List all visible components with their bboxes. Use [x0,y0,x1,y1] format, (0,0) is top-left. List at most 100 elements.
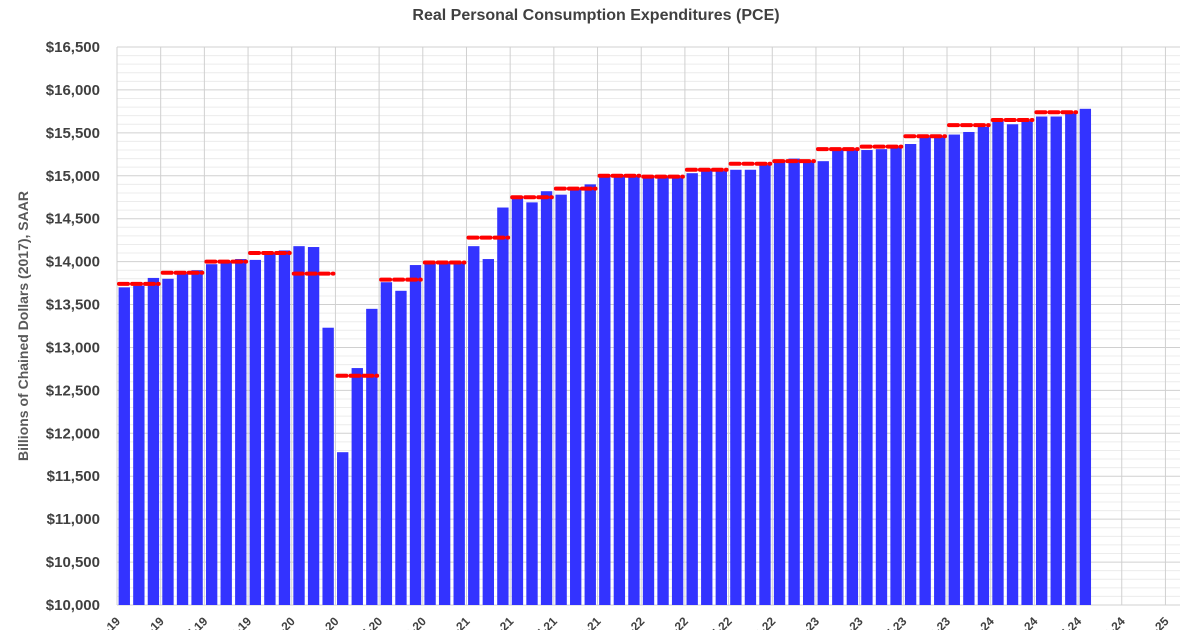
x-tick-label: Oct-20 [393,614,430,630]
pce-bar [307,247,320,605]
pce-bar [424,262,436,605]
pce-bar [133,285,145,605]
y-tick-label: $14,000 [46,254,100,271]
pce-bar [482,259,495,605]
x-tick-label: Jan-19 [86,614,123,630]
y-tick-label: $10,500 [46,554,100,571]
x-tick-label: Jul-21 [526,614,561,630]
x-tick-label: Oct-21 [567,614,604,630]
pce-bar [468,246,480,605]
x-tick-label: Oct-23 [917,614,954,630]
y-tick-label: $16,000 [46,82,100,99]
pce-bar [351,368,363,605]
pce-bar [162,278,174,605]
x-tick-label: Apr-24 [1004,614,1041,630]
pce-bar [861,150,873,605]
y-tick-label: $16,500 [46,39,100,56]
quarterly-average-lines [117,110,1079,378]
pce-bar [730,169,742,605]
pce-bar [322,327,334,605]
y-tick-label: $11,500 [47,468,100,485]
x-tick-label: Apr-20 [305,614,342,630]
pce-bar [249,259,262,605]
pce-bar [337,452,349,605]
y-tick-label: $15,000 [46,168,100,185]
pce-bar [919,137,931,605]
pce-bar [205,264,218,605]
x-tick-label: Jul-19 [176,614,211,630]
chart-title: Real Personal Consumption Expenditures (… [412,7,779,24]
pce-bar [788,158,800,605]
x-tick-label: Jul-23 [875,614,910,630]
pce-bar [278,250,291,605]
x-tick-label: Jul-20 [351,614,386,630]
pce-bar [191,270,203,605]
pce-bar [1079,108,1092,605]
pce-bar [1006,124,1019,605]
pce-bar [963,131,975,606]
pce-bar [380,282,393,605]
pce-bar [497,207,509,606]
pce-bar [176,273,189,605]
pce-bar [584,184,596,605]
pce-bar [118,287,130,605]
x-tick-label: Apr-19 [130,614,167,630]
pce-bar [948,134,960,605]
y-tick-label: $10,000 [46,597,100,614]
y-tick-label: $13,000 [46,339,100,356]
y-tick-label: $15,500 [46,125,100,142]
monthly-bars [118,108,1092,606]
x-tick-label: Jul-22 [700,614,735,630]
pce-bar [599,175,611,605]
pce-bar [1065,113,1077,606]
pce-bar [802,161,815,605]
pce-bar [264,253,276,605]
pce-bar [555,194,567,605]
pce-bar [657,176,669,605]
x-tick-label: Oct-24 [1092,614,1129,630]
pce-bar [540,191,553,605]
x-tick-label: Jan-23 [785,614,822,630]
pce-bar [773,160,786,605]
pce-bar [511,198,524,605]
pce-bar [409,265,422,605]
pce-bar [235,259,247,605]
pce-bar [395,290,407,605]
y-tick-label: $11,000 [47,511,100,528]
pce-bar [453,262,465,605]
pce-bar [846,148,859,605]
pce-bar [992,119,1004,605]
pce-bar [526,202,538,606]
pce-bar [934,136,946,605]
pce-bar [613,174,626,605]
x-tick-label: Jan-25 [1135,614,1172,630]
pce-bar [1050,116,1062,605]
pce-bar [1021,120,1033,605]
x-tick-label: Apr-23 [829,614,866,630]
x-tick-label: Jan-24 [960,614,997,630]
x-tick-label: Oct-22 [742,614,779,630]
pce-bar [977,126,990,606]
pce-bar [904,144,917,605]
pce-bar [293,246,305,605]
x-tick-label: Oct-19 [218,614,255,630]
y-axis-ticks: $10,000 $10,500 $11,000 $11,500 $12,000 $12,5… [46,39,100,614]
x-tick-label: Apr-21 [480,614,517,630]
pce-bar [701,168,713,605]
pce-bar [366,308,378,605]
pce-bar [570,188,582,605]
x-tick-label: Jan-21 [436,614,473,630]
y-tick-label: $12,000 [46,425,100,442]
pce-bar [628,175,640,605]
pce-bar [759,164,771,605]
pce-bar [817,161,829,605]
x-axis-ticks: Jan-19 Apr-19 Jul-19 Oct-19 Jan-20 Apr-20 Jul-… [86,614,1171,630]
pce-bar [744,169,757,605]
pce-bar [1035,116,1048,605]
y-tick-label: $12,500 [46,382,100,399]
y-tick-label: $13,500 [46,297,100,314]
pce-bar [686,173,698,605]
x-tick-label: Jan-20 [261,614,298,630]
x-tick-label: Apr-22 [654,614,691,630]
